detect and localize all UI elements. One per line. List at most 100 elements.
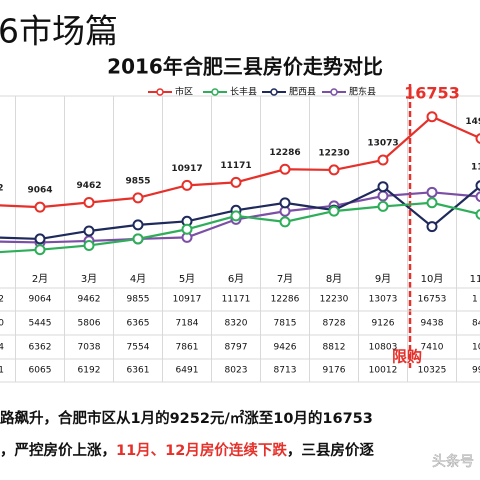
data-point [475, 208, 480, 220]
table-cell: 10803 [369, 343, 398, 353]
data-label: 14900 [465, 117, 480, 127]
table-cell: 6192 [78, 366, 101, 376]
table-cell: 9462 [78, 295, 101, 305]
table-cell: 8728 [323, 319, 346, 329]
table-cell: 1 [472, 295, 478, 305]
footer-line: ，严控房价上涨，11月、12月房价连续下跌，三县房价逐 [0, 441, 374, 459]
table-cell: 99 [472, 366, 480, 376]
table-cell: 1 [0, 366, 4, 376]
table-cell: 10325 [418, 366, 447, 376]
section-title: 6市场篇 [0, 12, 118, 51]
data-point [132, 192, 144, 204]
data-point [230, 176, 242, 188]
legend-label: 市区 [175, 86, 193, 98]
x-tick-label: 11月 [470, 273, 480, 285]
table-cell: 10 [472, 343, 480, 353]
table-cell: 12286 [271, 295, 300, 305]
table-cell: 9438 [421, 319, 444, 329]
data-point [34, 233, 46, 245]
legend-label: 长丰县 [230, 86, 257, 98]
table-cell: 12230 [320, 295, 349, 305]
x-tick-label: 2月 [32, 273, 48, 285]
data-point [475, 133, 480, 144]
footer-line: 路飙升，合肥市区从1月的9252元/㎡涨至10月的16753 [0, 409, 373, 427]
table-cell: 13073 [369, 295, 398, 305]
data-label: 9855 [125, 176, 150, 186]
table-cell: 6491 [176, 366, 199, 376]
policy-label: 限购 [392, 348, 422, 366]
legend-label: 肥东县 [349, 86, 376, 98]
x-tick-label: 5月 [179, 273, 195, 285]
legend-marker [330, 88, 338, 96]
data-point [377, 181, 389, 193]
x-tick-label: 8月 [326, 273, 342, 285]
data-point [230, 210, 242, 222]
data-point [279, 216, 291, 228]
data-label: 9462 [76, 181, 101, 191]
data-point [377, 190, 389, 202]
x-tick-label: 3月 [81, 273, 97, 285]
legend-label: 肥西县 [289, 87, 316, 98]
footer-segment: ，严控房价上涨， [0, 441, 116, 459]
data-point [279, 197, 291, 209]
data-point [328, 205, 340, 217]
x-tick-label: 4月 [130, 273, 146, 285]
table-cell: 9426 [274, 343, 297, 353]
data-point [279, 163, 291, 175]
table-cell: 6362 [29, 343, 52, 353]
table-cell: 2 [0, 295, 4, 305]
table-cell: 9176 [323, 366, 346, 376]
table-cell: 7861 [176, 343, 199, 353]
table-cell: 8023 [225, 366, 248, 376]
data-point [426, 221, 438, 233]
table-cell: 10917 [173, 295, 202, 305]
x-tick-label: 9月 [375, 273, 391, 285]
data-point [132, 219, 144, 231]
table-cell: 0 [0, 319, 4, 329]
footer-segment: ，三县房价逐 [287, 441, 374, 459]
table-cell: 7410 [421, 343, 444, 353]
table-cell: 6065 [29, 366, 52, 376]
data-point [475, 191, 480, 203]
legend-marker [156, 88, 164, 96]
cut-label: 11 [471, 163, 480, 173]
data-point [181, 223, 193, 235]
footer-segment: 11月、12月房价连续下跌 [116, 441, 287, 459]
table-cell: 6365 [127, 319, 150, 329]
data-label: 10917 [171, 164, 202, 174]
peak-label: 16753 [404, 84, 460, 103]
data-point [83, 225, 95, 237]
table-cell: 8320 [225, 319, 248, 329]
data-point [132, 233, 144, 245]
table-cell: 7184 [176, 319, 199, 329]
table-cell: 5445 [29, 319, 52, 329]
table-cell: 9126 [372, 319, 395, 329]
table-cell: 7038 [78, 343, 101, 353]
data-point [83, 196, 95, 208]
table-cell: 8713 [274, 366, 297, 376]
data-label: 11171 [220, 161, 251, 171]
data-point [34, 244, 46, 256]
data-point [426, 186, 438, 198]
chart-title: 2016年合肥三县房价走势对比 [107, 55, 383, 79]
data-label: 13073 [367, 139, 398, 149]
data-label: 9252 [0, 183, 4, 193]
table-cell: 16753 [418, 295, 447, 305]
legend-marker [270, 88, 278, 96]
data-point [328, 164, 340, 176]
table-cell: 4 [0, 343, 4, 353]
table-cell: 9855 [127, 295, 150, 305]
data-label: 12286 [269, 148, 300, 158]
table-cell: 11171 [222, 295, 251, 305]
watermark: 头条号 [432, 453, 474, 470]
table-cell: 6361 [127, 366, 150, 376]
data-point [426, 197, 438, 209]
data-point [377, 154, 389, 166]
table-cell: 8797 [225, 343, 248, 353]
x-tick-label: 6月 [228, 273, 244, 285]
data-point [475, 180, 480, 191]
table-cell: 5806 [78, 319, 101, 329]
table-cell: 84 [472, 319, 480, 329]
